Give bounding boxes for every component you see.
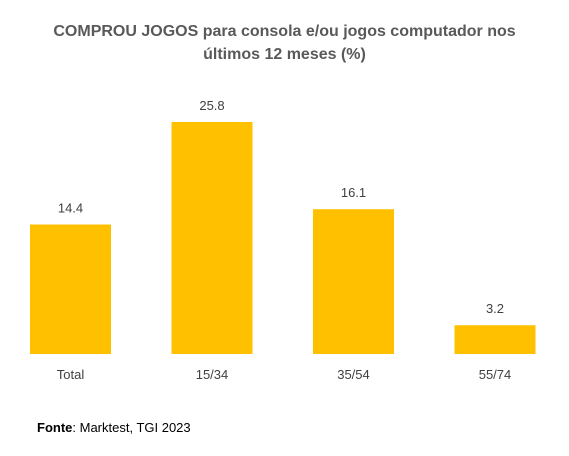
data-label-35-54: 16.1 (341, 185, 366, 200)
chart-title-rest: para consola e/ou jogos computador nos ú… (198, 23, 516, 63)
bar-55-74 (454, 325, 536, 354)
chart-title: COMPROU JOGOS para consola e/ou jogos co… (30, 20, 539, 66)
x-tick-15-34: 15/34 (196, 367, 229, 382)
bar-15-34 (171, 122, 253, 354)
bar-total (30, 224, 111, 354)
x-tick-55-74: 55/74 (479, 367, 512, 382)
source-note: Fonte: Marktest, TGI 2023 (37, 420, 191, 435)
source-value: : Marktest, TGI 2023 (72, 420, 191, 435)
data-labels-group: 14.4 25.8 16.1 3.2 (58, 98, 504, 316)
bar-35-54 (313, 209, 394, 354)
source-key: Fonte (37, 420, 73, 435)
data-label-55-74: 3.2 (486, 301, 504, 316)
chart-title-bold: COMPROU JOGOS (53, 23, 199, 40)
data-label-total: 14.4 (58, 201, 83, 216)
x-tick-total: Total (57, 367, 85, 382)
bar-chart: 14.4 25.8 16.1 3.2 Total 15/34 35/54 55/74 (30, 98, 536, 382)
x-axis-ticks: Total 15/34 35/54 55/74 (57, 367, 512, 382)
data-label-15-34: 25.8 (199, 98, 224, 113)
x-tick-35-54: 35/54 (337, 367, 370, 382)
bars-group (30, 122, 536, 354)
